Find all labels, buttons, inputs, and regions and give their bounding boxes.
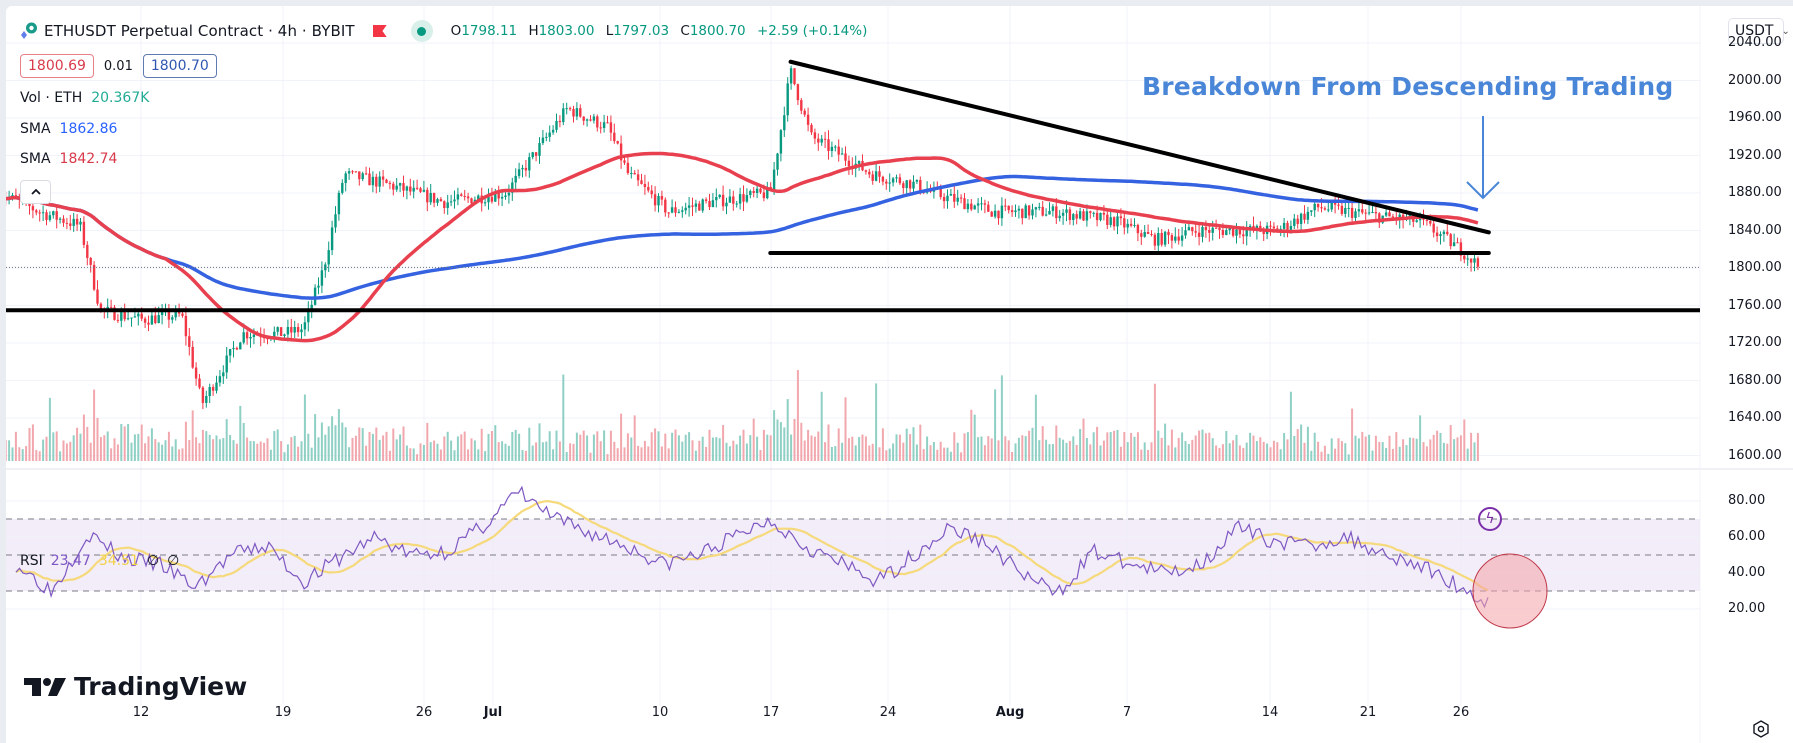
rsi-tick: 60.00 — [1728, 529, 1766, 544]
rsi-line — [15, 485, 1489, 609]
rsi-label: RSI — [20, 553, 43, 569]
chevron-up-icon — [30, 188, 41, 195]
time-tick: 7 — [1122, 705, 1132, 720]
collapse-legend-button[interactable] — [20, 180, 51, 204]
price-tick: 1800.00 — [1728, 260, 1782, 275]
high-label: H — [528, 23, 539, 39]
currency-selector[interactable]: USDT ⌄ — [1728, 18, 1790, 44]
descending-trendline — [788, 59, 1491, 235]
ohlc-values: O1798.11 H1803.00 L1797.03 C1800.70 +2.5… — [451, 23, 875, 39]
low-label: L — [605, 23, 614, 39]
rsi-tick: 40.00 — [1728, 565, 1766, 580]
time-tick: 21 — [1359, 705, 1377, 720]
volume-value: 20.367K — [91, 90, 150, 106]
price-tick: 1720.00 — [1728, 335, 1782, 350]
price-tick: 1920.00 — [1728, 147, 1782, 163]
quote-row: 1800.69 0.01 1800.70 — [20, 54, 217, 78]
price-chart-canvas[interactable] — [6, 6, 1793, 743]
symbol-header: ETHUSDT Perpetual Contract · 4h · BYBIT … — [20, 20, 874, 42]
price-tick: 1960.00 — [1728, 110, 1782, 125]
rsi-empty-1: ∅ — [146, 553, 160, 569]
sma-slow-line — [6, 174, 1479, 300]
buy-price-button[interactable]: 1800.70 — [142, 54, 217, 78]
chevron-down-icon: ⌄ — [1781, 25, 1790, 37]
low-value: 1797.03 — [613, 23, 670, 39]
price-tick: 1600.00 — [1728, 447, 1782, 463]
rsi-legend[interactable]: RSI 23.47 34.51 ∅ ∅ — [20, 553, 179, 569]
time-tick: 26 — [415, 705, 433, 720]
sma-fast-label: SMA — [20, 151, 51, 167]
time-tick: 14 — [1261, 705, 1279, 720]
rsi-value: 23.47 — [50, 553, 91, 569]
eth-symbol-icon — [20, 22, 38, 40]
time-tick: 17 — [762, 705, 780, 720]
close-value: 1800.70 — [689, 23, 746, 39]
price-tick: 1880.00 — [1728, 185, 1782, 200]
watermark-text: TradingView — [74, 672, 248, 701]
open-value: 1798.11 — [461, 23, 518, 39]
change-value: +2.59 (+0.14%) — [756, 23, 868, 39]
price-tick: 1760.00 — [1728, 297, 1782, 313]
time-tick: 24 — [879, 705, 897, 720]
spread-value: 0.01 — [103, 58, 133, 74]
tradingview-watermark: TradingView — [24, 672, 247, 701]
sma-slow-value: 1862.86 — [59, 121, 118, 137]
price-tick: 1640.00 — [1728, 410, 1782, 425]
sma-fast-line — [6, 151, 1479, 343]
time-tick: Aug — [995, 705, 1025, 720]
candles — [6, 65, 1480, 410]
sma-fast-value: 1842.74 — [59, 151, 118, 167]
sma-slow-legend[interactable]: SMA 1862.86 — [20, 121, 117, 137]
chart-window: ETHUSDT Perpetual Contract · 4h · BYBIT … — [6, 6, 1793, 743]
settings-icon[interactable] — [1752, 720, 1770, 742]
rsi-tick: 80.00 — [1728, 493, 1766, 508]
symbol-title[interactable]: ETHUSDT Perpetual Contract · 4h · BYBIT — [44, 22, 355, 40]
time-tick: Jul — [483, 705, 503, 720]
market-open-dot-icon — [410, 20, 433, 42]
sell-price-button[interactable]: 1800.69 — [20, 54, 94, 78]
volume-bars — [6, 370, 1479, 461]
flag-icon[interactable] — [372, 25, 387, 37]
time-tick: 19 — [274, 705, 292, 720]
price-tick: 1840.00 — [1728, 222, 1782, 238]
time-tick: 12 — [132, 705, 150, 720]
rsi-empty-2: ∅ — [167, 553, 180, 569]
rsi-tick: 20.00 — [1728, 601, 1766, 616]
tradingview-logo-icon — [24, 677, 66, 696]
price-tick: 2000.00 — [1728, 72, 1782, 88]
lightning-icon[interactable]: ϟ — [1478, 507, 1502, 531]
volume-legend[interactable]: Vol · ETH 20.367K — [20, 90, 149, 106]
rsi-ma-value: 34.51 — [98, 553, 139, 569]
breakdown-annotation-text[interactable]: Breakdown From Descending Trading — [1142, 72, 1674, 101]
close-label: C — [680, 23, 690, 39]
time-tick: 10 — [651, 705, 669, 720]
sma-slow-label: SMA — [20, 121, 51, 137]
price-tick: 2040.00 — [1728, 35, 1782, 50]
currency-value: USDT — [1735, 23, 1774, 39]
high-value: 1803.00 — [538, 23, 595, 39]
time-tick: 26 — [1452, 705, 1470, 720]
rsi-ma-line — [15, 499, 1489, 592]
sma-fast-legend[interactable]: SMA 1842.74 — [20, 151, 117, 167]
rsi-highlight-circle — [1472, 553, 1548, 629]
price-tick: 1680.00 — [1728, 372, 1782, 388]
open-label: O — [450, 23, 462, 39]
volume-label: Vol · ETH — [20, 90, 83, 106]
